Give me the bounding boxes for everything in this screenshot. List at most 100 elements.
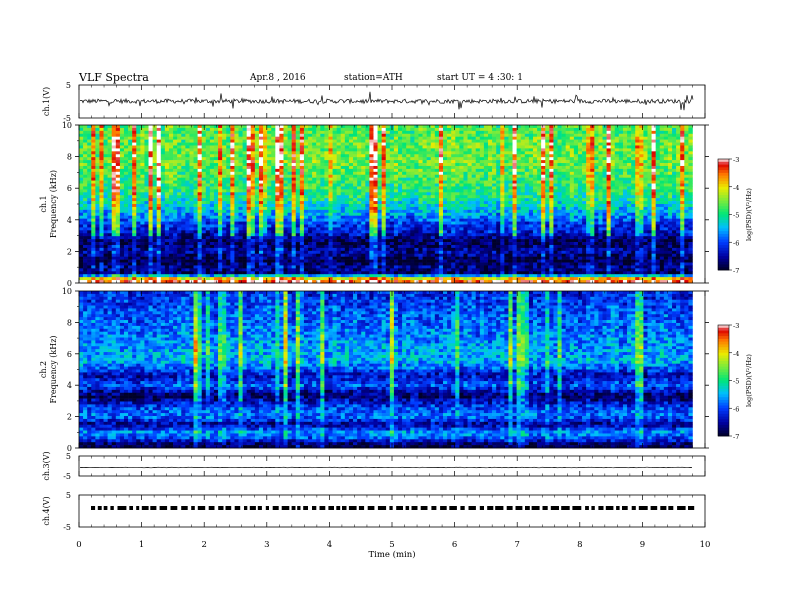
ch4-waveform-segment [638, 506, 648, 510]
ch4-waveform-segment [244, 506, 248, 510]
ch4-waveform-segment [191, 506, 195, 510]
ch3-waveform-trace [79, 466, 693, 469]
ch4-waveform-segment [225, 506, 232, 510]
ch4-waveform-segment [677, 506, 686, 510]
ch4-waveform-segment [591, 506, 595, 510]
ch4-waveform-segment [141, 506, 149, 510]
ch2-spectrogram-colorbar-tick: -3 [733, 322, 739, 330]
ch4-waveform-segment [531, 506, 540, 510]
ch4-waveform-segment [136, 506, 140, 510]
time-axis-tick: 0 [76, 540, 81, 550]
ch4-waveform-segment [170, 506, 178, 510]
start-time-label: start UT = 4 :30: 1 [437, 73, 523, 83]
ch2-spectrogram-ytick: 8 [67, 318, 72, 327]
date-label: Apr.8 , 2016 [250, 73, 306, 83]
ch4-waveform-segment [110, 506, 114, 510]
ch4-waveform-segment [117, 506, 127, 510]
ch1-spectrogram-ytick: 8 [67, 153, 72, 162]
ch4-waveform-segment [561, 506, 570, 510]
ch2-spectrogram-ylabel: Frequency (kHz) [49, 335, 58, 403]
ch3-waveform-ytick: 5 [66, 452, 71, 461]
ch4-waveform-segment [598, 506, 604, 510]
ch4-waveform-segment [336, 506, 341, 510]
time-axis-tick: 4 [327, 540, 332, 550]
ch4-waveform-segment [572, 506, 582, 510]
ch4-waveform-segment [328, 506, 334, 510]
ch1-spectrogram-ytick: 2 [67, 247, 72, 256]
figure-title: VLF Spectra [79, 71, 149, 84]
ch4-waveform-segment [495, 506, 504, 510]
ch4-waveform-segment [660, 506, 667, 510]
ch4-waveform-segment [159, 506, 168, 510]
ch4-waveform-segment [468, 506, 476, 510]
ch4-waveform-segment [460, 506, 465, 510]
ch4-waveform-segment [449, 506, 457, 510]
ch4-waveform-segment [342, 506, 347, 510]
ch4-waveform-segment [208, 506, 215, 510]
time-axis-tick: 1 [139, 540, 144, 550]
ch4-waveform-segment [181, 506, 188, 510]
ch4-waveform-segment [688, 506, 695, 510]
ch2-spectrogram-ytick: 4 [67, 381, 72, 390]
ch4-waveform-segment [622, 506, 628, 510]
ch4-waveform-segment [631, 506, 636, 510]
ch1-spectrogram-ytick: 0 [67, 279, 72, 288]
ch1-spectrogram-ytick: 4 [67, 216, 72, 225]
ch2-spectrogram-colorbar-label: log(PSD)(V²/Hz) [745, 354, 753, 407]
ch4-waveform-segment [668, 506, 674, 510]
ch4-waveform-segment [411, 506, 418, 510]
ch1-spectrogram-ytick: 6 [67, 184, 72, 193]
ch4-waveform-ytick: 5 [66, 491, 71, 500]
ch4-waveform-segment [103, 506, 108, 510]
ch4-waveform-segment [281, 506, 290, 510]
ch4-waveform-segment [515, 506, 523, 510]
ch4-waveform-segment [348, 506, 357, 510]
ch4-waveform-segment [396, 506, 403, 510]
ch4-waveform-segment [319, 506, 326, 510]
ch4-waveform-segment [291, 506, 296, 510]
ch4-waveform-segment [431, 506, 437, 510]
ch1-spectrogram-channel-label: ch.1 [39, 195, 48, 212]
time-axis-tick: 5 [389, 540, 394, 550]
ch2-spectrogram-colorbar-tick: -6 [733, 405, 739, 413]
ch4-waveform-segment [389, 506, 393, 510]
ch4-waveform-segment [234, 506, 241, 510]
ch4-waveform-segment [585, 506, 589, 510]
ch1-spectrogram-colorbar-label: log(PSD)(V²/Hz) [745, 188, 753, 241]
ch1-spectrogram [75, 124, 709, 284]
ch4-waveform-segment [616, 506, 620, 510]
ch4-waveform-segment [197, 506, 206, 510]
station-label: station=ATH [344, 73, 403, 83]
ch2-spectrogram-colorbar-tick: -7 [733, 433, 739, 441]
ch4-waveform-segment [440, 506, 447, 510]
ch4-waveform-segment [312, 506, 317, 510]
ch4-waveform-segment [479, 506, 484, 510]
time-axis-tick: 8 [577, 540, 582, 550]
ch1-waveform-ytick: 5 [66, 81, 71, 90]
ch4-waveform-segment [297, 506, 301, 510]
ch2-spectrogram-ytick: 2 [67, 413, 72, 422]
ch3-waveform-ytick: -5 [63, 472, 71, 481]
ch1-waveform-trace [79, 91, 694, 111]
ch4-waveform-segment [272, 506, 279, 510]
ch4-waveform-segment [367, 506, 375, 510]
time-axis-tick: 6 [452, 540, 457, 550]
ch1-spectrogram-colorbar-tick: -5 [733, 212, 739, 220]
ch2-spectrogram-ytick: 0 [67, 444, 72, 453]
time-axis-tick: 10 [700, 540, 711, 550]
ch1-spectrogram-colorbar-tick: -4 [733, 184, 739, 192]
ch1-spectrogram-ytick: 10 [62, 121, 72, 130]
ch4-waveform-segment [420, 506, 428, 510]
ch4-waveform-segment [542, 506, 548, 510]
ch2-spectrogram-ytick: 6 [67, 350, 72, 359]
ch1-spectrogram-colorbar-tick: -7 [733, 267, 739, 275]
ch2-spectrogram-colorbar [717, 324, 732, 437]
ch4-waveform [78, 494, 706, 528]
ch1-spectrogram-colorbar [717, 158, 732, 271]
time-axis-tick: 7 [514, 540, 519, 550]
ch4-waveform-segment [150, 506, 157, 510]
ch4-waveform-segment [377, 506, 387, 510]
ch4-waveform-segment [218, 506, 224, 510]
ch4-waveform-ytick: -5 [63, 523, 71, 532]
